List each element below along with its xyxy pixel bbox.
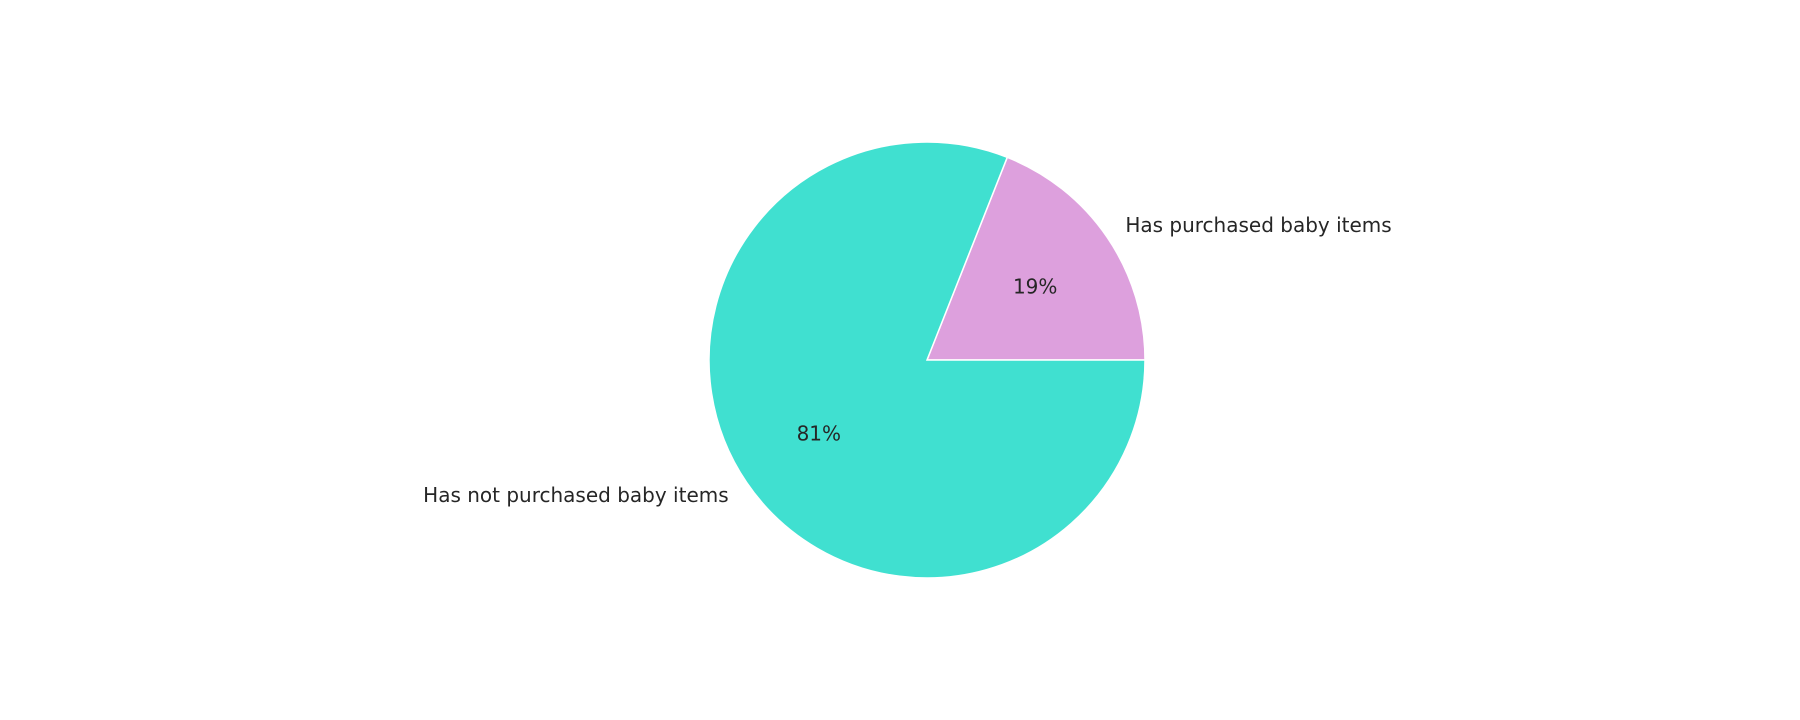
pie-slice-0 — [925, 156, 1146, 361]
slice-category-label: Has not purchased baby items — [423, 483, 729, 507]
slice-percent-label: 81% — [797, 422, 841, 446]
labels-layer: Has purchased baby items 19% Has not purch… — [423, 213, 1392, 507]
pie-slice-1 — [708, 141, 1146, 579]
slice-percent-label: 19% — [1013, 274, 1057, 298]
slices-layer — [708, 141, 1146, 579]
slice-category-label: Has purchased baby items — [1125, 213, 1391, 237]
